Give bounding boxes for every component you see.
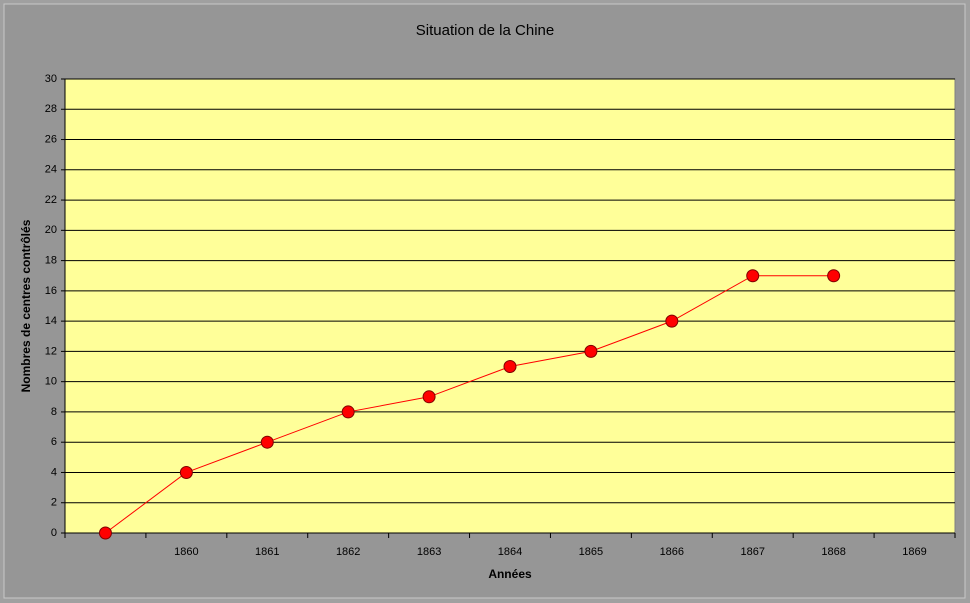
x-tick-label: 1867 [740, 546, 764, 558]
y-tick-label: 18 [45, 255, 57, 267]
y-tick-label: 16 [45, 285, 57, 297]
x-tick-label: 1863 [417, 546, 441, 558]
data-point [422, 390, 436, 404]
x-tick-label: 1860 [174, 546, 198, 558]
data-point [503, 360, 517, 374]
y-tick-label: 2 [51, 497, 57, 509]
x-tick-label: 1865 [579, 546, 603, 558]
x-tick-label: 1864 [498, 546, 522, 558]
y-tick-label: 14 [45, 315, 57, 327]
y-axis-title: Nombres de centres contrôlés [19, 219, 33, 392]
y-tick-label: 26 [45, 133, 57, 145]
y-tick-label: 24 [45, 164, 57, 176]
y-tick-label: 0 [51, 527, 57, 539]
plot-area [64, 78, 956, 534]
y-tick-label: 28 [45, 103, 57, 115]
data-point [179, 465, 193, 479]
y-tick-label: 20 [45, 224, 57, 236]
x-tick-label: 1868 [821, 546, 845, 558]
chart-title: Situation de la Chine [416, 22, 554, 39]
data-point [98, 526, 112, 540]
y-tick-label: 10 [45, 376, 57, 388]
x-tick-label: 1869 [902, 546, 926, 558]
data-point [584, 344, 598, 358]
y-tick-label: 12 [45, 345, 57, 357]
y-tick-label: 4 [51, 466, 57, 478]
x-tick-label: 1861 [255, 546, 279, 558]
data-point [827, 269, 841, 283]
series-line [105, 275, 834, 534]
data-point [341, 405, 355, 419]
x-tick-label: 1862 [336, 546, 360, 558]
data-point [746, 269, 760, 283]
data-point [260, 435, 274, 449]
y-tick-label: 6 [51, 436, 57, 448]
y-tick-label: 8 [51, 406, 57, 418]
x-axis-title: Années [488, 567, 532, 581]
y-tick-label: 30 [45, 73, 57, 85]
data-point [665, 314, 679, 328]
y-tick-label: 22 [45, 194, 57, 206]
x-tick-label: 1866 [660, 546, 684, 558]
